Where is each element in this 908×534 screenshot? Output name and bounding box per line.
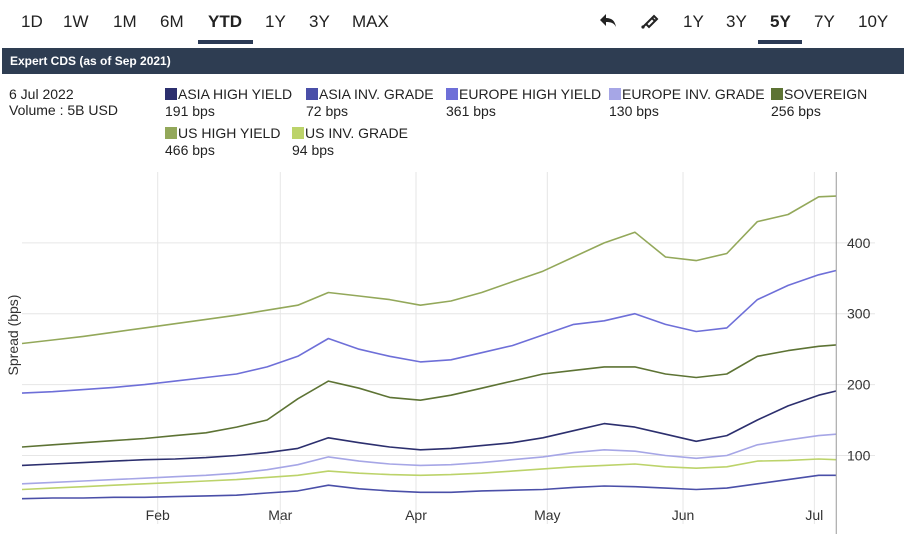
- legend-swatch: [292, 127, 304, 139]
- legend-swatch: [165, 88, 177, 100]
- y-tick-label: 100: [847, 447, 871, 463]
- crosshair-date: 6 Jul 2022: [9, 86, 74, 102]
- series-line: [21, 458, 837, 491]
- legend-item[interactable]: EUROPE HIGH YIELD 361 bps: [446, 86, 601, 120]
- x-tick-label: May: [534, 507, 560, 523]
- crosshair-info: 6 Jul 2022 Volume : 5B USD: [9, 86, 118, 118]
- legend-series-name: EUROPE HIGH YIELD: [459, 86, 602, 102]
- y-axis-label: Spread (bps): [5, 295, 21, 376]
- series-line: [21, 344, 837, 448]
- y-tick-label: 400: [847, 235, 871, 251]
- active-range-underline: [198, 40, 253, 44]
- range-ytd-button[interactable]: YTD: [208, 12, 242, 31]
- x-tick-label: Mar: [268, 507, 292, 523]
- legend-series-name: SOVEREIGN: [784, 86, 868, 102]
- legend-series-name: ASIA INV. GRADE: [319, 86, 434, 102]
- legend-item[interactable]: US HIGH YIELD 466 bps: [165, 125, 280, 159]
- legend-series-value: 361 bps: [446, 103, 496, 119]
- volume-text: Volume : 5B USD: [9, 102, 118, 118]
- range-3y-button[interactable]: 3Y: [309, 12, 330, 31]
- legend-item[interactable]: EUROPE INV. GRADE 130 bps: [609, 86, 765, 120]
- series-line: [21, 474, 837, 500]
- legend-series-name: EUROPE INV. GRADE: [622, 86, 765, 102]
- range-right-7y-button[interactable]: 7Y: [814, 12, 835, 31]
- active-right-range-underline: [758, 40, 802, 44]
- range-1d-button[interactable]: 1D: [21, 12, 43, 31]
- legend-item[interactable]: ASIA HIGH YIELD 191 bps: [165, 86, 292, 120]
- legend-swatch: [771, 88, 783, 100]
- y-tick-label: 200: [847, 377, 871, 393]
- legend-item[interactable]: SOVEREIGN 256 bps: [771, 86, 867, 120]
- series-line: [21, 269, 837, 394]
- legend-item[interactable]: ASIA INV. GRADE 72 bps: [306, 86, 434, 120]
- legend-series-value: 72 bps: [306, 103, 349, 119]
- series-line: [21, 390, 837, 467]
- series-line: [21, 195, 837, 345]
- legend-swatch: [609, 88, 621, 100]
- legend-series-value: 94 bps: [292, 142, 335, 158]
- legend-series-value: 130 bps: [609, 103, 659, 119]
- range-right-3y-button[interactable]: 3Y: [726, 12, 747, 31]
- range-right-10y-button[interactable]: 10Y: [858, 12, 889, 31]
- legend-series-value: 191 bps: [165, 103, 215, 119]
- x-tick-label: Jun: [672, 507, 695, 523]
- legend-swatch: [446, 88, 458, 100]
- y-tick-label: 300: [847, 306, 871, 322]
- chart-header-bar: Expert CDS (as of Sep 2021): [2, 48, 904, 74]
- legend-series-name: ASIA HIGH YIELD: [178, 86, 293, 102]
- range-max-button[interactable]: MAX: [352, 12, 389, 31]
- legend-series-name: US HIGH YIELD: [178, 125, 281, 141]
- series-line: [21, 433, 837, 485]
- x-tick-label: Feb: [146, 507, 170, 523]
- undo-icon[interactable]: [597, 10, 619, 32]
- legend-series-value: 466 bps: [165, 142, 215, 158]
- range-1y-button[interactable]: 1Y: [265, 12, 286, 31]
- legend-swatch: [306, 88, 318, 100]
- range-toolbar: 1D 1W 1M 6M YTD 1Y 3Y MAX 1Y 3Y 5Y 7Y 10…: [0, 0, 908, 46]
- range-6m-button[interactable]: 6M: [160, 12, 184, 31]
- range-right-5y-button[interactable]: 5Y: [770, 12, 791, 31]
- x-tick-label: Apr: [405, 507, 427, 523]
- range-1w-button[interactable]: 1W: [63, 12, 89, 31]
- x-tick-label: Jul: [805, 507, 823, 523]
- draw-tool-icon[interactable]: [638, 10, 660, 32]
- chart-header-title: Expert CDS (as of Sep 2021): [10, 54, 171, 68]
- range-1m-button[interactable]: 1M: [113, 12, 137, 31]
- legend-item[interactable]: US INV. GRADE 94 bps: [292, 125, 408, 159]
- legend-swatch: [165, 127, 177, 139]
- range-right-1y-button[interactable]: 1Y: [683, 12, 704, 31]
- legend-series-value: 256 bps: [771, 103, 821, 119]
- legend-series-name: US INV. GRADE: [305, 125, 408, 141]
